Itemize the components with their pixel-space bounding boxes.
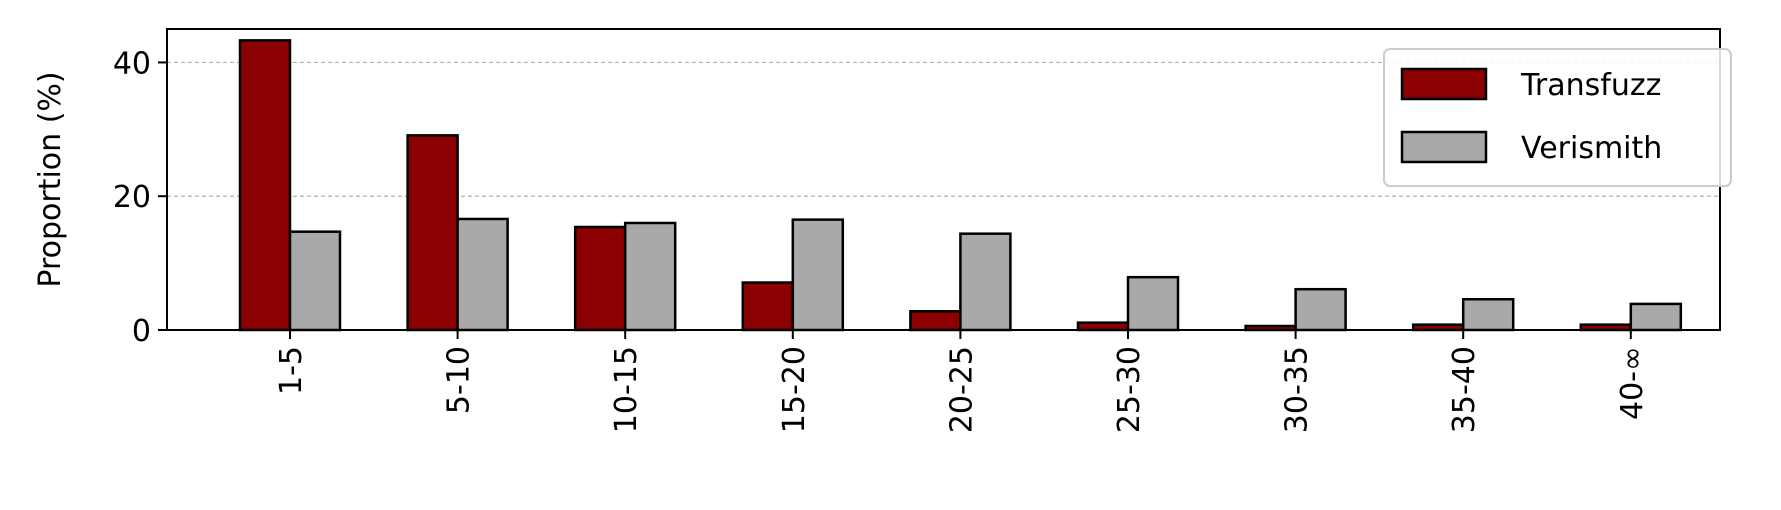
legend-label-verismith: Verismith bbox=[1521, 131, 1662, 166]
legend: Transfuzz Verismith bbox=[1383, 48, 1732, 187]
bar-verismith bbox=[1294, 287, 1347, 332]
y-axis-label: Proportion (%) bbox=[33, 71, 68, 287]
y-tick-label: 40 bbox=[113, 46, 151, 81]
x-tick-label: 15-20 bbox=[777, 346, 812, 433]
x-tick-label: 35-40 bbox=[1447, 346, 1482, 433]
bar-verismith bbox=[288, 230, 342, 332]
legend-swatch-verismith bbox=[1400, 130, 1488, 164]
bar-verismith bbox=[959, 232, 1012, 332]
y-tick-label: 20 bbox=[113, 180, 151, 215]
bar-transfuzz bbox=[238, 39, 292, 332]
bar-verismith bbox=[1461, 297, 1515, 332]
bar-transfuzz bbox=[909, 310, 962, 332]
bar-verismith bbox=[623, 221, 677, 332]
y-axis: 0 20 40 bbox=[113, 46, 167, 349]
x-tick-label: 40-∞ bbox=[1615, 346, 1650, 420]
x-tick-label: 25-30 bbox=[1112, 346, 1147, 433]
x-tick-label: 1-5 bbox=[274, 346, 309, 395]
bar-transfuzz bbox=[406, 134, 459, 332]
legend-label-transfuzz: Transfuzz bbox=[1520, 68, 1661, 103]
bar-transfuzz bbox=[573, 225, 627, 332]
x-tick-label: 5-10 bbox=[442, 346, 477, 414]
bar-transfuzz bbox=[1076, 321, 1130, 332]
x-tick-label: 30-35 bbox=[1280, 346, 1315, 433]
bar-verismith bbox=[1629, 302, 1683, 332]
bars bbox=[238, 39, 1683, 332]
x-tick-label: 20-25 bbox=[944, 346, 979, 433]
bar-verismith bbox=[791, 218, 845, 332]
bar-transfuzz bbox=[741, 281, 795, 332]
x-tick-label: 10-15 bbox=[609, 346, 644, 433]
bar-verismith bbox=[1126, 275, 1180, 332]
x-axis: 1-5 5-10 10-15 15-20 20-25 25-30 30-35 35-40 40-… bbox=[274, 330, 1650, 433]
bar-verismith bbox=[456, 217, 509, 332]
y-tick-label: 0 bbox=[132, 314, 151, 349]
legend-swatch-transfuzz bbox=[1400, 67, 1488, 101]
